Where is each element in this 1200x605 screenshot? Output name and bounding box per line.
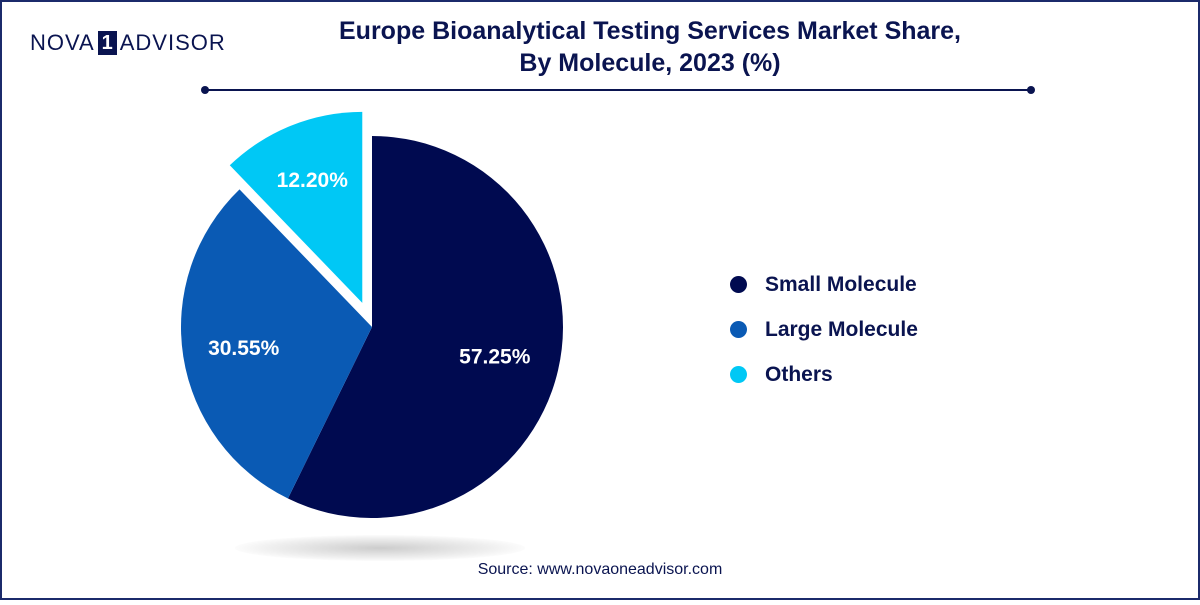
pie-label-large-molecule: 30.55% (208, 337, 280, 360)
legend-item-large-molecule: Large Molecule (730, 307, 918, 352)
title-divider-right-dot (1027, 86, 1035, 94)
legend-marker-large-molecule (730, 321, 747, 338)
logo-text-right: ADVISOR (119, 30, 226, 55)
chart-title: Europe Bioanalytical Testing Services Ma… (300, 15, 1000, 79)
legend-marker-small-molecule (730, 276, 747, 293)
logo-mark: 1 (97, 31, 117, 55)
legend-label-large-molecule: Large Molecule (765, 317, 918, 341)
legend-label-others: Others (765, 362, 833, 386)
source-note: Source: www.novaoneadvisor.com (477, 561, 723, 578)
pie-slice-others (229, 111, 363, 303)
legend-item-small-molecule: Small Molecule (730, 262, 918, 307)
brand-logo: NOVA 1 ADVISOR (30, 30, 226, 56)
pie-label-small-molecule: 57.25% (459, 345, 531, 368)
title-divider (205, 89, 1031, 91)
chart-title-line-1: Europe Bioanalytical Testing Services Ma… (339, 17, 961, 45)
chart-legend: Small Molecule Large Molecule Others (730, 262, 918, 397)
pie-label-others: 12.20% (277, 169, 349, 192)
legend-label-small-molecule: Small Molecule (765, 272, 917, 296)
legend-marker-others (730, 366, 747, 383)
pie-slice-large-molecule (181, 189, 372, 499)
title-divider-left-dot (201, 86, 209, 94)
pie-slice-small-molecule (287, 136, 563, 518)
legend-item-others: Others (730, 352, 918, 397)
logo-text-left: NOVA (30, 30, 95, 55)
chart-title-line-2: By Molecule, 2023 (%) (519, 49, 781, 77)
pie-shadow (235, 535, 525, 561)
